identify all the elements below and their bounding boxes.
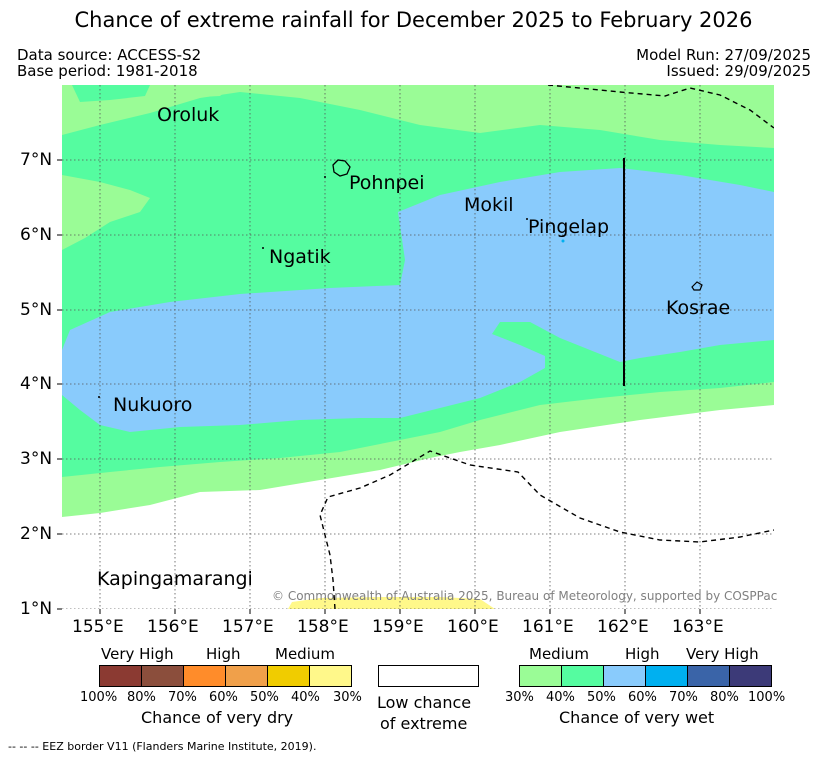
lat-tick-1n: 1°N: [20, 599, 53, 619]
dry-pct-60: 60%: [209, 690, 238, 705]
label-oroluk: Oroluk: [157, 104, 220, 126]
wet-colorbar: [519, 665, 772, 687]
label-ngatik: Ngatik: [269, 246, 331, 268]
copyright-notice: © Commonwealth of Australia 2025, Bureau…: [272, 589, 778, 603]
wet-pct-70: 70%: [669, 690, 698, 705]
pohnpei-island: [332, 159, 351, 177]
label-nukuoro: Nukuoro: [113, 394, 193, 416]
dry-swatch-70-60: [184, 666, 226, 686]
medium-dry-region: [288, 597, 495, 609]
dry-colorbar: [99, 665, 352, 687]
wet-medium-label: Medium: [529, 645, 589, 663]
eez-footer-note: -- -- -- EEZ border V11 (Flanders Marine…: [8, 740, 317, 753]
wet-pct-50: 50%: [587, 690, 616, 705]
eez-border: [319, 85, 774, 609]
wet-swatch-50-60: [604, 666, 646, 686]
lon-tick-161e: 161°E: [522, 617, 574, 637]
wet-very-high-label: Very High: [686, 645, 759, 663]
wet-pct-60: 60%: [628, 690, 657, 705]
lon-tick-158e: 158°E: [297, 617, 349, 637]
lat-tick-5n: 5°N: [20, 300, 53, 320]
lat-tick-7n: 7°N: [20, 150, 53, 170]
medium-wet-patch: [62, 175, 150, 250]
data-source: Data source: ACCESS-S2: [17, 46, 202, 64]
lon-tick-157e: 157°E: [222, 617, 274, 637]
label-pingelap: Pingelap: [528, 216, 610, 238]
wet-swatch-40-50: [562, 666, 604, 686]
wet-pct-100: 100%: [748, 690, 786, 705]
dry-pct-100: 100%: [80, 690, 118, 705]
dry-caption: Chance of very dry: [141, 708, 294, 727]
dry-pct-80: 80%: [127, 690, 156, 705]
wet-caption: Chance of very wet: [559, 708, 715, 727]
lat-tick-3n: 3°N: [20, 449, 53, 469]
dry-very-high-label: Very High: [101, 645, 174, 663]
chart-title: Chance of extreme rainfall for December …: [74, 8, 753, 32]
dry-swatch-60-50: [226, 666, 268, 686]
wet-swatch-70-80: [688, 666, 730, 686]
lon-tick-156e: 156°E: [147, 617, 199, 637]
label-kapingamarangi: Kapingamarangi: [97, 568, 253, 590]
dry-pct-40: 40%: [291, 690, 320, 705]
lat-tick-2n: 2°N: [20, 524, 53, 544]
kosrae-island: [691, 281, 703, 291]
pohnpei-islet: [324, 176, 326, 178]
wet-50-region: [62, 168, 774, 432]
issued-date: Issued: 29/09/2025: [666, 62, 811, 80]
wet-swatch-60-70: [646, 666, 688, 686]
dry-high-label: High: [206, 645, 241, 663]
dry-swatch-50-40: [268, 666, 310, 686]
pingelap-atoll: [561, 239, 565, 243]
wet-pct-30: 30%: [505, 690, 534, 705]
dry-medium-label: Medium: [275, 645, 335, 663]
dry-pct-30: 30%: [333, 690, 362, 705]
base-period: Base period: 1981-2018: [17, 62, 198, 80]
wet-swatch-80-100: [730, 666, 771, 686]
label-mokil: Mokil: [464, 194, 514, 216]
low-chance-caption-1: Low chance: [377, 693, 472, 712]
label-pohnpei: Pohnpei: [349, 172, 425, 194]
lon-tick-155e: 155°E: [72, 617, 124, 637]
low-chance-caption-2: of extreme: [380, 714, 468, 733]
nukuoro-atoll: [98, 396, 100, 398]
wet-swatch-30-40: [520, 666, 562, 686]
wet-high-label: High: [625, 645, 660, 663]
dry-swatch-100-80: [100, 666, 142, 686]
wet-pct-40: 40%: [546, 690, 575, 705]
lon-tick-159e: 159°E: [372, 617, 424, 637]
lon-tick-160e: 160°E: [447, 617, 499, 637]
ngatik-atoll: [262, 247, 264, 249]
low-chance-swatch: [378, 665, 479, 687]
model-run: Model Run: 27/09/2025: [636, 46, 811, 64]
label-kosrae: Kosrae: [666, 297, 731, 319]
lat-tick-6n: 6°N: [20, 225, 53, 245]
wet-40-patch-top: [72, 85, 150, 102]
dry-pct-70: 70%: [168, 690, 197, 705]
lon-tick-162e: 162°E: [597, 617, 649, 637]
dry-swatch-40-30: [310, 666, 351, 686]
mokil-atoll: [526, 218, 528, 220]
lon-tick-163e: 163°E: [672, 617, 724, 637]
wet-pct-80: 80%: [710, 690, 739, 705]
dry-pct-50: 50%: [250, 690, 279, 705]
dry-swatch-80-70: [142, 666, 184, 686]
lat-tick-4n: 4°N: [20, 374, 53, 394]
